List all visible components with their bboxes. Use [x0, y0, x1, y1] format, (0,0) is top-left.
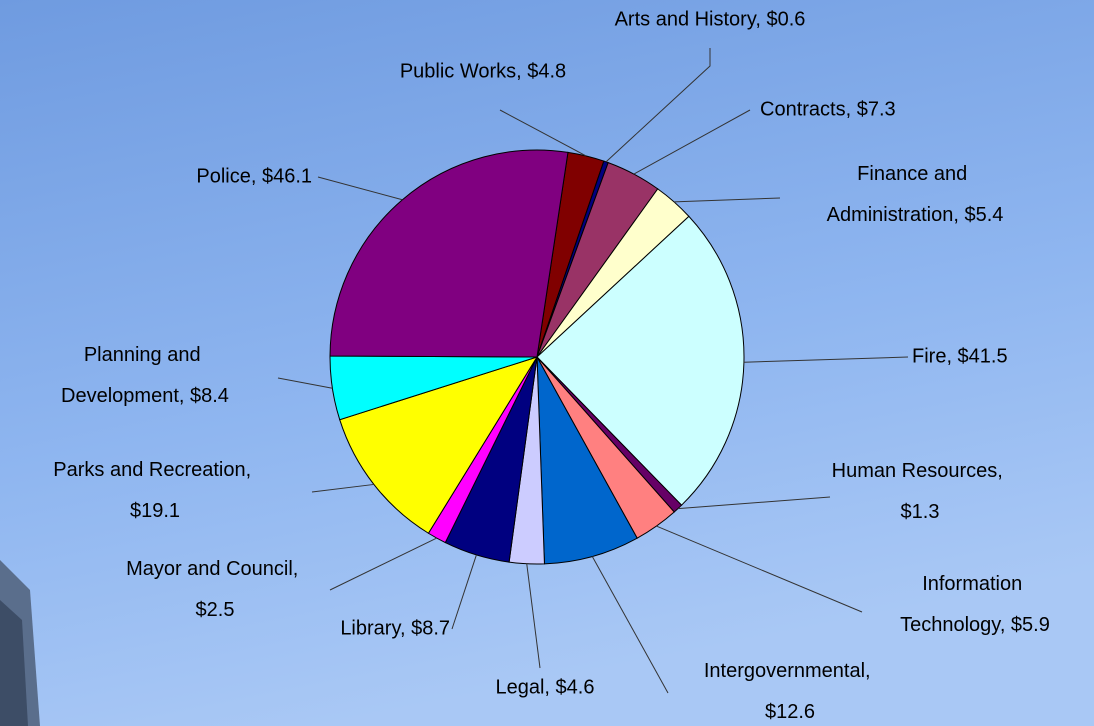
labels: Public Works, $4.8 Arts and History, $0.6… — [53, 8, 1050, 723]
leader-line — [526, 563, 541, 669]
leader-line — [743, 356, 909, 363]
data-label: Human Resources, $1.3 — [832, 460, 1009, 523]
leader-line — [677, 496, 831, 510]
leader-line — [633, 109, 751, 175]
leader-line — [605, 48, 711, 163]
pie-slice — [339, 356, 539, 534]
data-label: Fire, $41.5 — [912, 345, 1008, 367]
leader-line — [311, 483, 374, 493]
building-shade — [0, 600, 28, 726]
pie-slice — [329, 149, 569, 358]
data-label: Contracts, $7.3 — [760, 98, 896, 120]
data-label: Library, $8.7 — [340, 617, 450, 639]
pie — [329, 149, 745, 565]
pie-slice — [536, 356, 638, 565]
leader-line — [591, 556, 669, 694]
leader-line — [329, 537, 437, 591]
leader-line — [317, 176, 403, 201]
leader-line — [277, 377, 333, 389]
leader-line — [673, 197, 781, 203]
leader-line — [499, 109, 587, 157]
data-label: Parks and Recreation, $19.1 — [53, 459, 256, 522]
leader-line — [451, 554, 477, 630]
data-label: Arts and History, $0.6 — [615, 8, 806, 30]
data-label: Police, $46.1 — [196, 165, 312, 187]
data-label: Legal, $4.6 — [496, 676, 595, 698]
data-label: Public Works, $4.8 — [400, 60, 566, 82]
leader-line — [656, 525, 863, 613]
data-label: Finance and Administration, $5.4 — [827, 163, 1004, 226]
data-label: Information Technology, $5.9 — [900, 573, 1050, 636]
pie-slice — [536, 215, 745, 506]
data-label: Mayor and Council, $2.5 — [126, 558, 304, 621]
data-label: Intergovernmental, $12.6 — [704, 660, 876, 723]
data-label: Planning and Development, $8.4 — [61, 344, 229, 407]
